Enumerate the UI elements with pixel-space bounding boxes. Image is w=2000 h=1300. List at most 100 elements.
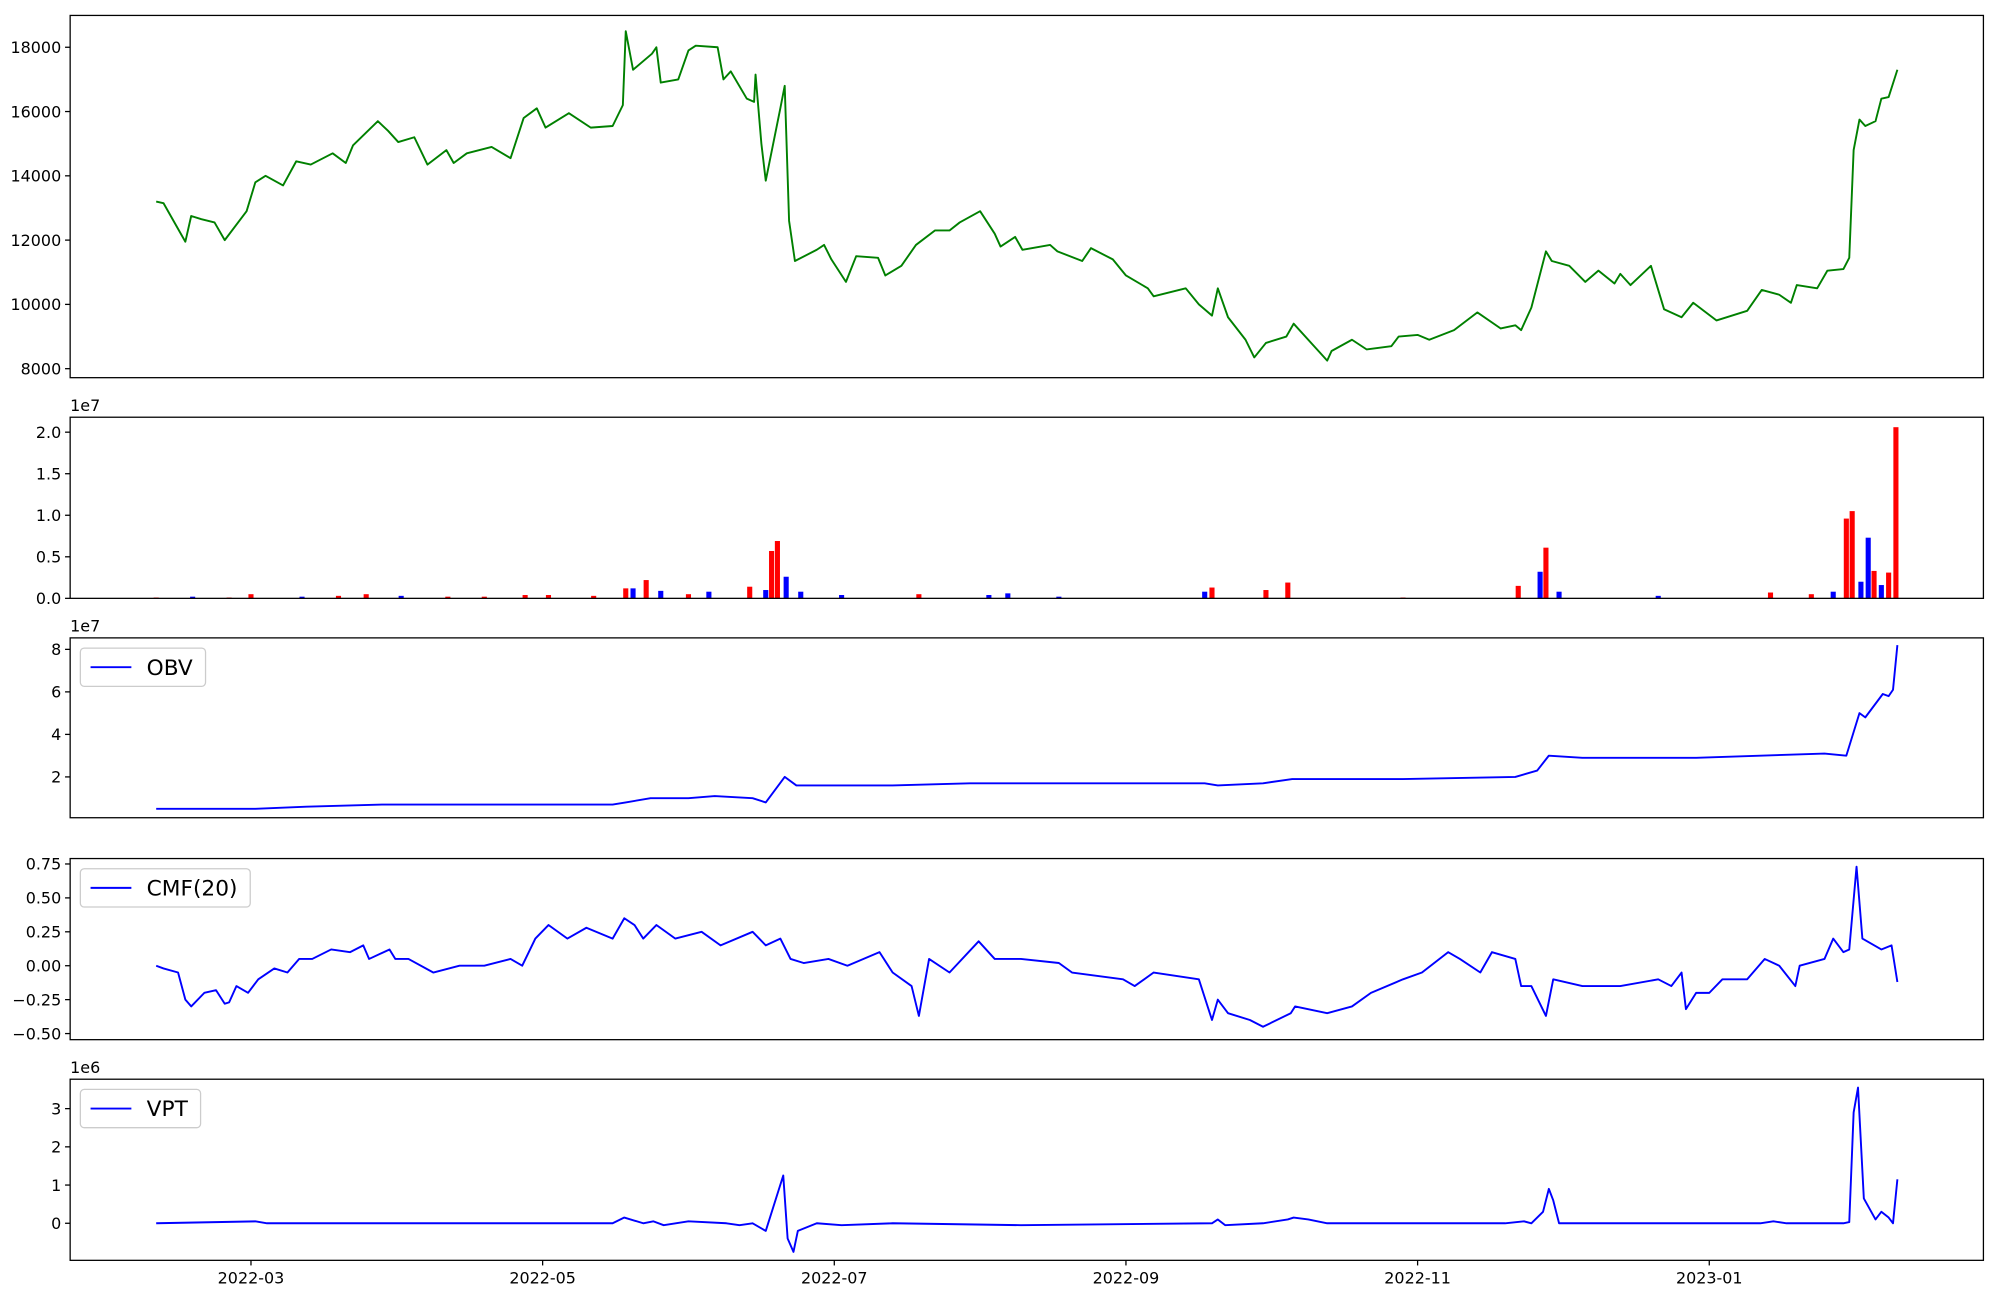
axis-offset-label: 1e6 [70,1058,100,1077]
volume-bar [706,591,712,599]
volume-bar [1858,581,1864,599]
y-tick-label: 0.50 [26,889,61,908]
volume-bar [1556,591,1562,599]
volume-bar [839,595,845,599]
volume-bar [685,594,692,599]
volume-bar [591,595,597,599]
axis-offset-label: 1e7 [70,396,100,415]
volume-bar [445,596,451,599]
plot-frame [69,14,1985,379]
y-tick-label: 8000 [21,359,62,378]
volume-bar [481,596,487,599]
y-tick-label: 1.5 [36,464,61,483]
volume-bar [1202,591,1208,599]
volume-bar [335,595,342,599]
volume-bar [363,594,369,599]
y-tick-label: 18000 [11,38,62,57]
y-tick-label: 2 [51,768,61,787]
volume-bar [643,580,649,599]
volume-bar [248,594,254,599]
volume-bar [545,595,552,599]
y-tick-label: 0 [51,1214,61,1233]
volume-bar [769,550,775,599]
y-tick-label: 1.0 [36,506,61,525]
volume-bar [623,588,629,599]
y-tick-label: 6 [51,683,61,702]
y-tick-label: −0.50 [12,1024,61,1043]
volume-bar [1285,582,1291,599]
y-tick-label: 2.0 [36,423,61,442]
volume-bar [1865,537,1871,599]
plot-frame [69,637,1985,819]
volume-bar [1263,590,1269,599]
volume-bar [1849,511,1855,599]
volume-bar [1830,591,1836,599]
axis-offset-label: 1e7 [70,617,100,636]
volume-bar [1871,570,1877,599]
volume-bar [763,590,769,599]
y-tick-label: 14000 [11,167,62,186]
indicator-line [155,865,1899,1028]
legend: VPT [79,1088,202,1129]
y-tick-label: 4 [51,725,61,744]
y-tick-label: 2 [51,1138,61,1157]
legend-label: VPT [147,1097,189,1122]
volume-bar [1515,585,1521,599]
x-tick-label: 2022-03 [218,1268,285,1287]
plot-frame [69,1078,1985,1261]
y-tick-label: 0.0 [36,589,61,608]
y-tick-label: 0.5 [36,548,61,567]
y-tick-label: 10000 [11,295,62,314]
indicator-line [156,1086,1899,1253]
y-tick-label: 1 [51,1176,61,1195]
volume-bar [774,541,780,599]
volume-bar [190,596,196,599]
legend: CMF(20) [79,868,251,908]
y-tick-label: 0.75 [26,855,61,874]
volume-bar [1808,594,1814,599]
volume-bar [1543,547,1549,599]
x-tick-label: 2023-01 [1676,1268,1743,1287]
y-tick-label: 0.25 [26,923,61,942]
volume-bar [299,596,305,599]
volume-bar [986,595,992,599]
volume-bar [1655,595,1661,599]
y-tick-label: 12000 [11,231,62,250]
volume-bar [398,595,404,599]
volume-bar [658,590,664,599]
volume-bar [916,594,922,599]
plot-frame [69,857,1985,1041]
volume-bar [798,591,804,599]
legend-box [79,868,251,908]
volume-bar [1878,585,1884,599]
volume-bar [1005,593,1011,599]
price-line [155,30,1899,362]
x-tick-label: 2022-09 [1093,1268,1160,1287]
volume-bar [747,586,753,599]
volume-bar [1843,518,1849,599]
x-tick-label: 2022-07 [801,1268,868,1287]
legend: OBV [79,647,207,687]
indicator-line [156,645,1899,810]
volume-bar [783,576,789,599]
volume-bar [1893,427,1899,599]
y-tick-label: 16000 [11,102,62,121]
volume-bar [1056,596,1062,599]
y-tick-label: 0.00 [26,956,61,975]
legend-box [79,647,207,687]
y-tick-label: −0.25 [12,990,61,1009]
y-tick-label: 3 [51,1099,61,1118]
legend-label: CMF(20) [147,877,238,902]
x-tick-label: 2022-05 [509,1268,576,1287]
legend-label: OBV [147,656,193,681]
volume-bar [630,588,636,599]
volume-bar [1767,592,1774,599]
x-tick-label: 2022-11 [1384,1268,1451,1287]
volume-bar [1537,571,1543,599]
volume-bar [522,595,528,599]
y-tick-label: 8 [51,640,61,659]
volume-bar [1209,587,1215,599]
legend-box [79,1088,202,1129]
volume-bar [1886,572,1892,599]
